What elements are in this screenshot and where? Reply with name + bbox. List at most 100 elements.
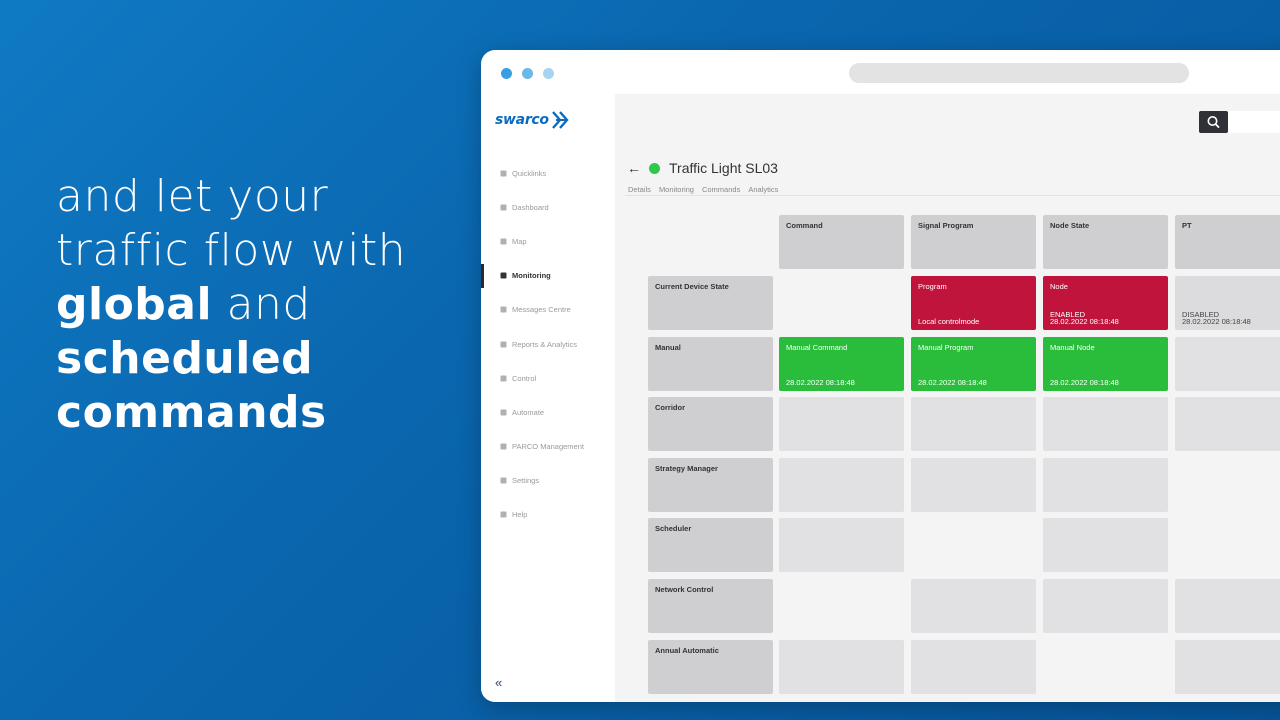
window-dot-close[interactable]	[501, 68, 512, 79]
row-header-label: Current Device State	[655, 282, 729, 291]
back-arrow-icon[interactable]: ←	[627, 160, 641, 176]
sidebar-item-monitoring[interactable]: Monitoring	[481, 259, 615, 293]
page-tabs: Details Monitoring Commands Analytics	[628, 185, 778, 194]
column-header: PT	[1175, 215, 1280, 269]
window-dot-maximize[interactable]	[543, 68, 554, 79]
grid-cell[interactable]	[1175, 639, 1280, 694]
sidebar-item-settings[interactable]: Settings	[481, 464, 615, 498]
row-header-label: Network Control	[655, 585, 714, 594]
headline-line-3: global and	[56, 278, 456, 332]
row-header-label: Scheduler	[655, 524, 692, 534]
cell-status: ENABLED	[1050, 310, 1086, 319]
window-controls	[501, 68, 554, 79]
column-header: Node State	[1043, 215, 1168, 269]
sidebar-item-control[interactable]: Control	[481, 361, 615, 395]
sidebar-item-parco-management[interactable]: PARCO Management	[481, 430, 615, 464]
grid-cell[interactable]	[1175, 336, 1280, 391]
sidebar-item-automate[interactable]: Automate	[481, 395, 615, 429]
main-content: ← Traffic Light SL03 Details Monitoring Co…	[615, 94, 1280, 702]
cell-detail: 28.02.2022 08:18:48	[918, 377, 987, 387]
grid-cell[interactable]	[1175, 579, 1280, 633]
grid-cell[interactable]	[1043, 457, 1168, 512]
headline-line-5: commands	[56, 386, 456, 440]
grid-cell[interactable]: DISABLED 28.02.2022 08:18:48	[1175, 276, 1280, 330]
sidebar-item-quicklinks[interactable]: Quicklinks	[481, 156, 615, 190]
grid-cell[interactable]	[779, 457, 904, 512]
status-indicator	[649, 162, 660, 174]
cell-title: Program	[918, 282, 947, 291]
grid-cell[interactable]: Manual Node 28.02.2022 08:18:48	[1043, 336, 1168, 391]
collapse-sidebar-button[interactable]: «	[495, 675, 503, 690]
grid-cell[interactable]	[779, 518, 904, 573]
search-input[interactable]	[1228, 111, 1280, 133]
cell-title: Manual Program	[918, 342, 974, 352]
sidebar-item-reports-analytics[interactable]: Reports & Analytics	[481, 327, 615, 361]
grid-cell[interactable]	[911, 579, 1036, 633]
headline-bold-global: global	[56, 279, 213, 330]
cell-detail: 28.02.2022 08:18:48	[786, 377, 855, 387]
clipboard-icon	[499, 374, 508, 383]
sidebar-item-label: Monitoring	[512, 271, 551, 281]
row-header-label: Manual	[655, 342, 681, 352]
tab-monitoring[interactable]: Monitoring	[658, 185, 694, 194]
monitor-icon	[499, 271, 508, 280]
search-icon	[1207, 116, 1220, 128]
sidebar-item-label: Map	[512, 236, 527, 246]
grid-cell[interactable]	[911, 397, 1036, 452]
grid-cell[interactable]: Program Local controlmode	[911, 276, 1036, 330]
sidebar-item-label: Reports & Analytics	[512, 339, 578, 349]
row-header: Corridor	[648, 397, 773, 452]
grid-cell[interactable]: Node ENABLED 28.02.2022 08:18:48	[1043, 276, 1168, 330]
row-header: Current Device State	[648, 276, 773, 330]
cell-detail: Local controlmode	[918, 317, 980, 326]
grid-cell[interactable]: Manual Program 28.02.2022 08:18:48	[911, 336, 1036, 391]
row-header: Network Control	[648, 579, 773, 633]
grid-cell[interactable]	[1043, 518, 1168, 573]
sidebar-item-help[interactable]: Help	[481, 498, 615, 532]
swarco-logo[interactable]: swarco	[495, 110, 569, 130]
page-title: Traffic Light SL03	[669, 160, 778, 176]
sidebar-item-label: Settings	[512, 476, 540, 486]
cell-title: Manual Command	[786, 342, 848, 352]
grid-cell[interactable]	[779, 397, 904, 452]
row-header: Annual Automatic	[648, 639, 773, 694]
tab-commands[interactable]: Commands	[701, 185, 741, 194]
search-button[interactable]	[1199, 111, 1228, 133]
gear-icon	[499, 476, 508, 485]
parking-icon	[499, 442, 508, 451]
map-icon	[499, 237, 508, 246]
column-header: Command	[779, 215, 904, 269]
window-dot-minimize[interactable]	[522, 68, 533, 79]
logo-mark-icon	[551, 111, 569, 129]
grid-cell[interactable]	[779, 639, 904, 694]
help-icon	[499, 510, 508, 519]
grid-cell[interactable]	[911, 457, 1036, 512]
grid-cell[interactable]	[1043, 579, 1168, 633]
promo-headline: and let your traffic flow with global an…	[56, 170, 456, 440]
cell-title: Node	[1050, 282, 1068, 291]
cell-status: DISABLED	[1182, 310, 1220, 319]
cell-detail: 28.02.2022 08:18:48	[1182, 317, 1251, 326]
grid-cell[interactable]: Manual Command 28.02.2022 08:18:48	[779, 336, 904, 391]
grid-cell[interactable]	[1175, 397, 1280, 452]
grid-cell[interactable]	[1043, 397, 1168, 452]
tab-details[interactable]: Details	[628, 185, 651, 194]
column-header-label: Command	[786, 221, 823, 230]
headline-line-2: traffic flow with	[56, 225, 407, 276]
address-bar[interactable]	[849, 63, 1189, 83]
home-icon	[499, 203, 508, 212]
page-header: ← Traffic Light SL03	[627, 160, 778, 176]
cell-detail: 28.02.2022 08:18:48	[1050, 317, 1119, 326]
headline-and: and	[212, 279, 311, 330]
sidebar-item-messages-centre[interactable]: Messages Centre	[481, 293, 615, 327]
column-header-label: Node State	[1050, 221, 1090, 230]
sidebar-item-dashboard[interactable]: Dashboard	[481, 190, 615, 224]
sidebar: swarco Quicklinks Dashboard Map Monitoring M…	[481, 94, 615, 702]
headline-line-4: scheduled	[56, 332, 456, 386]
sidebar-item-map[interactable]: Map	[481, 224, 615, 258]
column-header: Signal Program	[911, 215, 1036, 269]
tab-analytics[interactable]: Analytics	[748, 185, 779, 194]
sidebar-item-label: Automate	[512, 407, 545, 417]
column-header-label: Signal Program	[918, 221, 974, 230]
grid-cell[interactable]	[911, 639, 1036, 694]
